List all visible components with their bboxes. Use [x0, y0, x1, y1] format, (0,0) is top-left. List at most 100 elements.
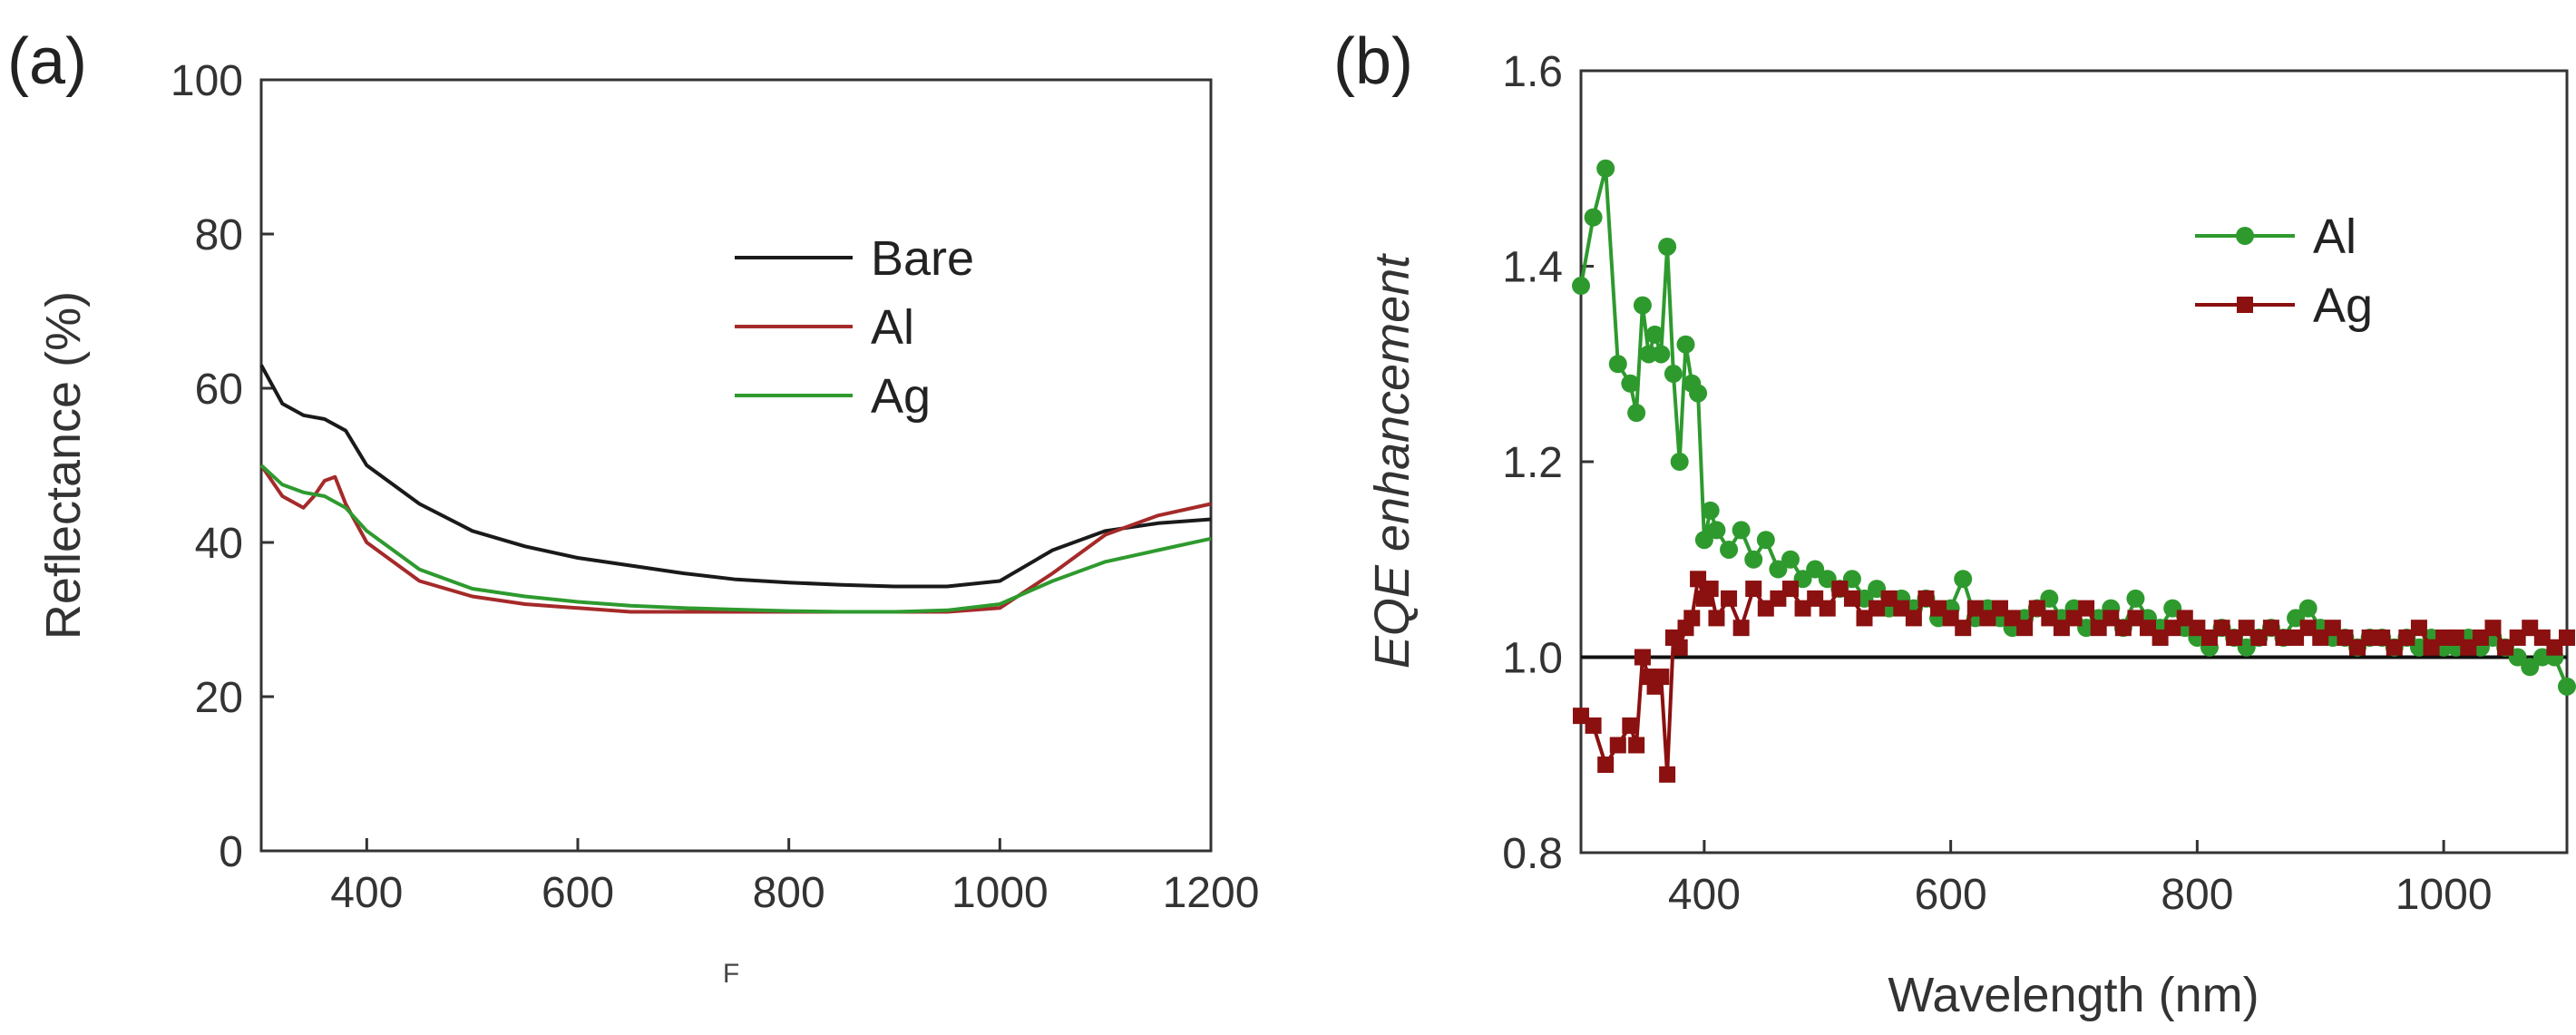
- data-point-ag: [1634, 649, 1651, 666]
- data-point-ag: [2509, 629, 2526, 646]
- data-point-ag: [2140, 620, 2157, 637]
- data-point-ag: [2041, 610, 2058, 627]
- y-tick-label: 60: [195, 366, 243, 414]
- data-point-ag: [1721, 590, 1738, 607]
- data-point-al: [1769, 560, 1788, 579]
- y-tick-label: 1.6: [1502, 48, 1563, 96]
- series-line-ag: [259, 464, 1212, 614]
- data-point-ag: [1690, 571, 1707, 588]
- data-point-ag: [2361, 629, 2378, 646]
- data-point-ag: [2447, 629, 2464, 646]
- data-point-ag: [2065, 610, 2083, 627]
- data-point-ag: [2533, 629, 2551, 646]
- y-tick-label: 20: [195, 674, 243, 722]
- x-tick-label: 800: [2161, 871, 2233, 919]
- data-point-ag: [2226, 629, 2243, 646]
- data-point-ag: [2189, 620, 2206, 637]
- data-point-al: [1806, 560, 1825, 579]
- data-point-ag: [2398, 629, 2415, 646]
- data-point-al: [1689, 384, 1708, 403]
- data-point-ag: [1930, 600, 1947, 617]
- legend-label-ag: Ag: [871, 369, 931, 424]
- data-point-al: [1676, 335, 1695, 354]
- y-tick-label: 0.8: [1502, 830, 1563, 878]
- data-point-ag: [1597, 757, 1615, 774]
- data-point-ag: [1819, 600, 1836, 617]
- panel-b-eqe-chart: (b) EQE enhancement Wavelength (nm) 400 6…: [1333, 25, 2576, 1022]
- panel-b-label: (b): [1333, 25, 1413, 98]
- panel-b-plot-frame: [1579, 69, 2569, 854]
- data-point-ag: [2546, 639, 2563, 656]
- data-point-ag: [1781, 581, 1799, 598]
- data-point-al: [1621, 374, 1640, 393]
- legend-marker-ag: [2237, 297, 2253, 313]
- legend-label-bare: Bare: [871, 231, 974, 286]
- data-point-ag: [1628, 737, 1645, 754]
- data-point-al: [1627, 404, 1646, 423]
- data-point-al: [2558, 677, 2576, 696]
- y-tick-label: 80: [195, 211, 243, 259]
- data-point-ag: [2337, 629, 2354, 646]
- data-point-ag: [2053, 620, 2070, 637]
- data-point-ag: [1745, 581, 1762, 598]
- data-point-ag: [2275, 629, 2292, 646]
- data-point-ag: [2028, 600, 2045, 617]
- data-point-al: [2298, 599, 2317, 618]
- data-point-ag: [1880, 590, 1898, 607]
- data-point-al: [1707, 521, 1726, 540]
- data-point-ag: [1794, 600, 1811, 617]
- x-tick-label: 400: [330, 869, 403, 917]
- data-point-ag: [1893, 600, 1910, 617]
- y-tick-label: 40: [195, 520, 243, 568]
- data-point-ag: [1942, 610, 1959, 627]
- data-point-ag: [2559, 629, 2575, 646]
- x-tick-label: 400: [1668, 871, 1741, 919]
- data-point-al: [1608, 355, 1627, 374]
- data-point-ag: [2103, 610, 2120, 627]
- data-point-al: [1645, 325, 1664, 344]
- panel-a-y-axis-label: Reflectance (%): [36, 291, 91, 640]
- data-point-ag: [1653, 669, 1670, 686]
- data-point-ag: [1843, 590, 1860, 607]
- x-tick-label: 1200: [1163, 869, 1260, 917]
- data-point-al: [1756, 531, 1775, 550]
- y-tick-label: 1.4: [1502, 244, 1563, 292]
- data-point-ag: [2497, 639, 2514, 656]
- legend-marker-al: [2236, 227, 2254, 245]
- data-point-al: [1664, 365, 1683, 384]
- data-point-ag: [2262, 620, 2279, 637]
- data-point-ag: [2386, 639, 2403, 656]
- data-point-ag: [1966, 600, 1984, 617]
- legend-label-ag: Ag: [2313, 278, 2373, 333]
- x-tick-label: 1000: [2395, 871, 2493, 919]
- data-point-ag: [2090, 620, 2107, 637]
- data-point-ag: [2349, 639, 2366, 656]
- data-point-ag: [1991, 600, 2008, 617]
- data-point-ag: [1979, 610, 1996, 627]
- data-point-ag: [1609, 737, 1626, 754]
- series-line-bare: [259, 364, 1212, 589]
- legend-label-al: Al: [2313, 210, 2356, 264]
- data-point-ag: [2213, 620, 2230, 637]
- data-point-ag: [2299, 620, 2317, 637]
- x-tick-label: 600: [542, 869, 614, 917]
- data-point-ag: [1856, 610, 1873, 627]
- data-point-ag: [1917, 590, 1935, 607]
- data-point-ag: [1807, 590, 1824, 607]
- data-point-ag: [2522, 620, 2539, 637]
- data-point-al: [1732, 521, 1751, 540]
- y-tick-label: 1.2: [1502, 439, 1563, 487]
- data-point-ag: [2288, 629, 2305, 646]
- data-point-ag: [1671, 639, 1688, 656]
- data-point-ag: [2484, 620, 2502, 637]
- x-tick-label: 1000: [951, 869, 1049, 917]
- data-point-ag: [2435, 629, 2453, 646]
- panel-a-x-axis-label: F: [723, 959, 739, 989]
- data-point-ag: [2164, 620, 2181, 637]
- data-point-ag: [1757, 600, 1774, 617]
- data-point-al: [1652, 345, 1671, 364]
- data-point-al: [2126, 589, 2145, 608]
- data-point-al: [1596, 159, 1615, 178]
- data-point-ag: [2127, 610, 2144, 627]
